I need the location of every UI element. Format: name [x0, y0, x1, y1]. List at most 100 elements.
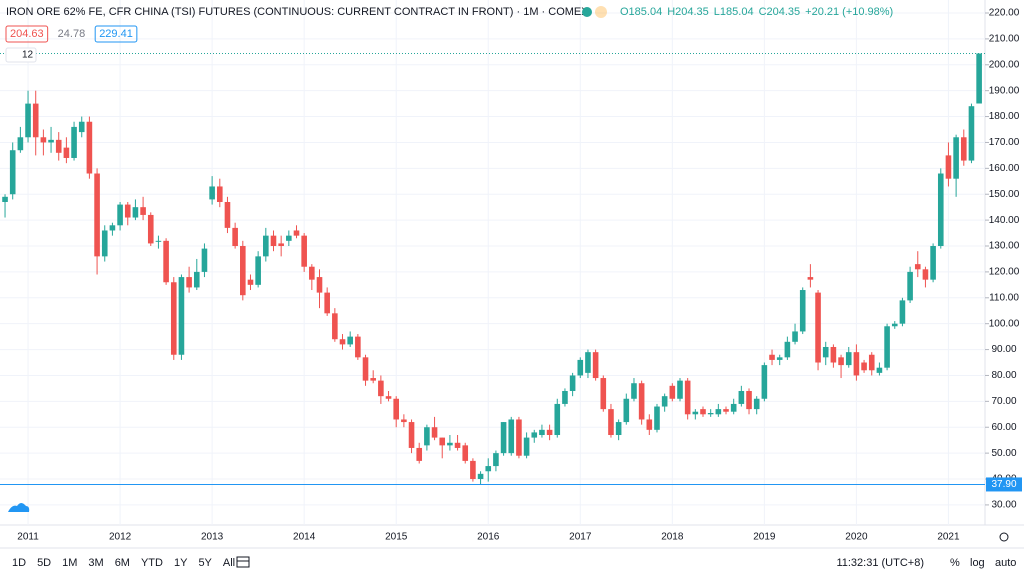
candle-body	[738, 390, 745, 404]
y-tick-label: 190.00	[989, 85, 1020, 96]
candle-body	[255, 256, 261, 285]
candle-body	[86, 121, 93, 174]
candle-body	[439, 437, 446, 446]
x-tick-label: 2013	[201, 532, 224, 543]
range-button[interactable]: All	[223, 557, 235, 569]
candle-body	[25, 103, 31, 138]
range-button[interactable]: 6M	[115, 557, 130, 569]
candle-body	[730, 403, 737, 412]
candle-body	[523, 437, 530, 456]
candle-body	[431, 427, 438, 438]
candle-body	[117, 204, 123, 226]
candle-body	[63, 147, 70, 158]
candle-body	[309, 266, 315, 280]
candle-body	[362, 357, 369, 381]
candle-body	[922, 269, 929, 280]
plot	[0, 53, 985, 485]
x-tick-label: 2018	[661, 532, 684, 543]
y-tick-label: 30.00	[991, 500, 1016, 511]
x-tick-label: 2014	[293, 532, 316, 543]
candle-body	[224, 201, 231, 228]
candle-body	[232, 227, 238, 247]
candle-body	[278, 243, 284, 247]
candle-body	[907, 271, 913, 301]
candle-body	[447, 442, 453, 446]
candle-body	[654, 406, 660, 430]
candle-body	[569, 375, 576, 391]
candle-body	[692, 411, 699, 415]
candle-body	[378, 380, 384, 397]
candle-body	[799, 290, 806, 332]
candle-body	[807, 277, 814, 280]
quote-value: 229.41	[99, 28, 133, 40]
candle-body	[792, 331, 798, 342]
candle-body	[140, 207, 146, 215]
candle-body	[684, 380, 691, 415]
candle-body	[769, 354, 775, 360]
candle-body	[393, 398, 400, 420]
candle-body	[324, 292, 330, 314]
x-tick-label: 2015	[385, 532, 408, 543]
candle-body	[293, 230, 300, 236]
hline-label-box	[986, 477, 1022, 492]
candle-body	[424, 427, 430, 446]
candle-body	[101, 230, 108, 257]
candle-body	[247, 279, 254, 285]
candle-body	[830, 346, 837, 363]
range-button[interactable]: 5Y	[198, 557, 212, 569]
x-tick-label: 2020	[845, 532, 868, 543]
range-button[interactable]: YTD	[141, 557, 163, 569]
ohlc-legend: O185.04 H204.35 L185.04 C204.35 +20.21 (+10.…	[620, 6, 893, 18]
compare-icon[interactable]	[236, 556, 250, 568]
candle-body	[945, 155, 952, 179]
candle-body	[193, 271, 200, 288]
candle-body	[707, 412, 714, 415]
candle-body	[55, 139, 62, 153]
settings-icon[interactable]	[999, 532, 1009, 542]
range-button[interactable]: 1M	[62, 557, 77, 569]
candle-body	[124, 204, 131, 218]
range-button[interactable]: 5D	[37, 557, 51, 569]
y-tick-label: 170.00	[989, 137, 1020, 148]
scale-option[interactable]: auto	[995, 557, 1016, 569]
indicator-toggle[interactable]	[5, 47, 37, 63]
scale-option[interactable]: log	[970, 557, 985, 569]
candle-body	[347, 336, 353, 345]
logo[interactable]	[8, 503, 30, 512]
ohlc-value: O185.04	[620, 6, 662, 18]
candle-body	[155, 240, 162, 242]
candle-body	[884, 326, 890, 368]
x-tick-label: 2021	[937, 532, 960, 543]
range-button[interactable]: 1Y	[174, 557, 188, 569]
candle-body	[661, 396, 668, 407]
candle-body	[976, 53, 982, 104]
y-tick-label: 180.00	[989, 111, 1020, 122]
range-button[interactable]: 3M	[88, 557, 103, 569]
candle-body	[891, 323, 898, 327]
candle-body	[608, 409, 614, 436]
scale-option[interactable]: %	[950, 557, 960, 569]
candle-body	[147, 214, 154, 244]
indicator-count[interactable]: 12	[22, 50, 34, 61]
y-tick-label: 60.00	[991, 422, 1016, 433]
range-button[interactable]: 1D	[12, 557, 26, 569]
candle-body	[753, 398, 760, 410]
x-tick-label: 2017	[569, 532, 592, 543]
candle-body	[838, 357, 844, 366]
candle-body	[592, 352, 599, 379]
candle-body	[485, 466, 492, 472]
candle-body	[845, 352, 852, 366]
candle-body	[861, 362, 867, 371]
ohlc-value: L185.04	[714, 6, 754, 18]
candle-body	[554, 403, 561, 436]
candle-body	[715, 409, 722, 415]
candle-body	[868, 354, 875, 371]
candle-body	[332, 313, 338, 340]
candle-body	[615, 422, 622, 436]
candle-body	[201, 248, 208, 272]
candle-body	[2, 196, 8, 202]
candle-body	[416, 447, 423, 461]
